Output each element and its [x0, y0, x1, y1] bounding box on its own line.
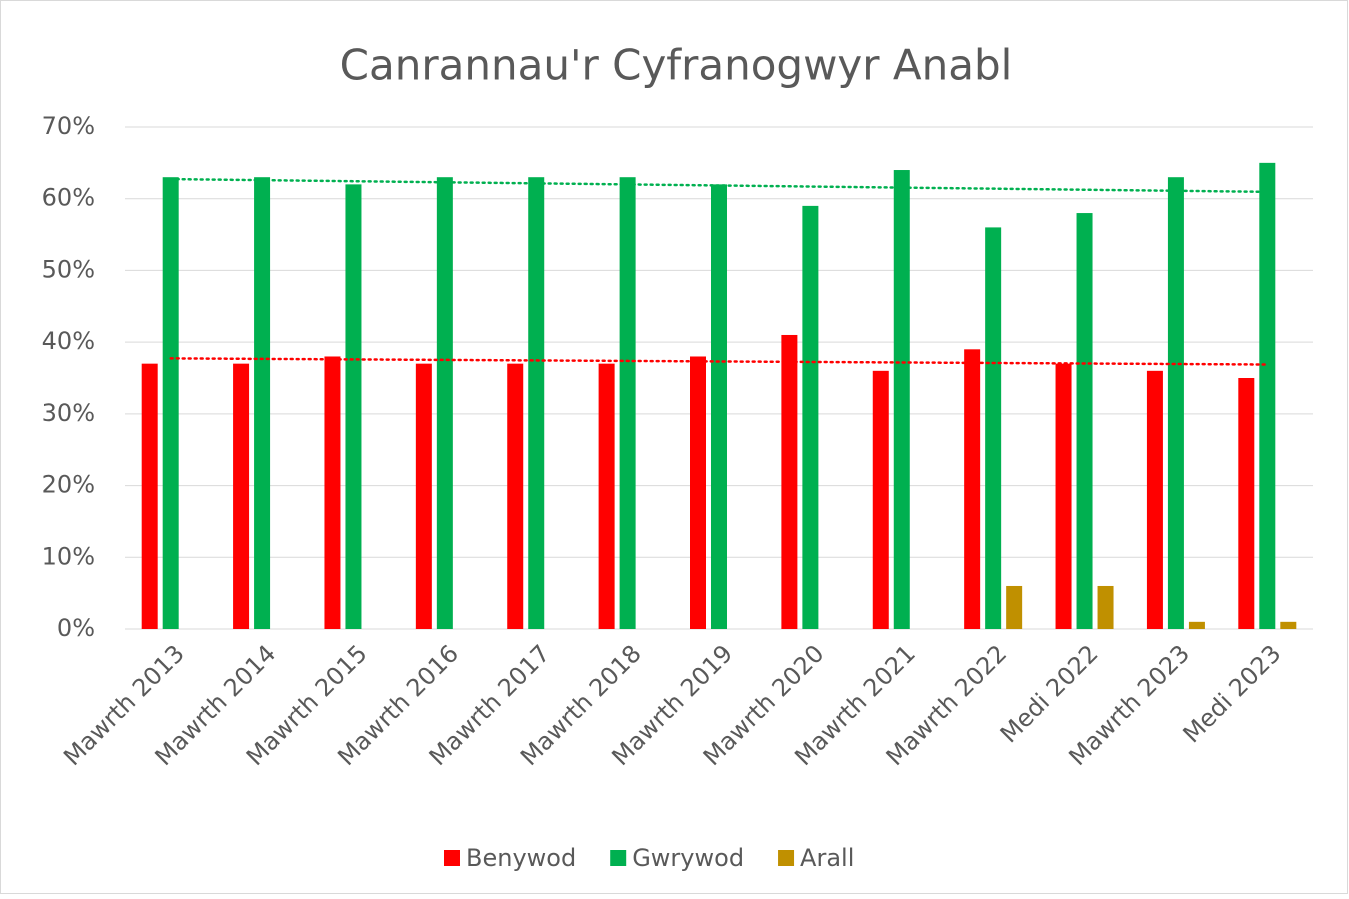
bar [1097, 585, 1114, 629]
bar [964, 349, 981, 629]
legend-swatch [610, 850, 627, 866]
bar [711, 184, 727, 629]
bar [233, 363, 250, 629]
bar [893, 170, 910, 629]
bar [507, 363, 524, 629]
bar [324, 356, 341, 629]
y-tick-label: 0% [57, 614, 95, 642]
legend-swatch [444, 850, 460, 866]
legend-label: Gwrywod [632, 844, 744, 872]
y-tick-label: 20% [42, 471, 95, 499]
trendline [169, 357, 1269, 366]
legend-label: Arall [800, 844, 854, 872]
trendline [169, 177, 1269, 194]
bar [1076, 213, 1093, 630]
y-tick-label: 50% [42, 255, 95, 283]
bar [1055, 363, 1072, 629]
legend-label: Benywod [466, 844, 576, 872]
y-tick-label: 60% [42, 184, 95, 212]
bar [1259, 162, 1276, 629]
bar [528, 177, 545, 629]
bar [1280, 621, 1297, 629]
bar [436, 177, 453, 629]
bar [781, 334, 798, 629]
bar [162, 177, 179, 629]
bar [872, 370, 889, 629]
bar [598, 363, 615, 629]
bar [1167, 177, 1184, 629]
bar [254, 177, 271, 629]
bar [415, 363, 432, 629]
bar [802, 205, 819, 629]
bar [1146, 370, 1163, 629]
chart-title: Canrannau'r Cyfranogwyr Anabl [340, 41, 1013, 90]
bar [619, 177, 636, 629]
bar [1188, 621, 1205, 629]
bar [690, 356, 706, 629]
y-tick-label: 40% [42, 327, 95, 355]
y-tick-label: 70% [42, 112, 95, 140]
y-tick-label: 30% [42, 399, 95, 427]
bar [985, 227, 1002, 629]
y-tick-label: 10% [42, 542, 95, 570]
bar [1238, 378, 1255, 629]
bar [141, 363, 158, 629]
bar [345, 184, 362, 629]
legend-swatch [778, 850, 795, 866]
bar [1006, 585, 1023, 629]
